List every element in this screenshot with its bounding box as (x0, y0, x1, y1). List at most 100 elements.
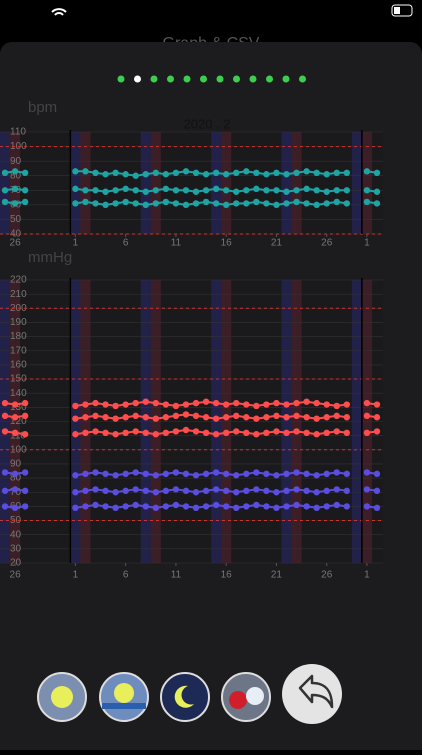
back-button[interactable] (282, 664, 342, 724)
data-point (21, 431, 29, 438)
sunrise-button[interactable] (99, 672, 149, 722)
data-point (92, 428, 99, 435)
data-point (253, 486, 260, 493)
data-point (112, 187, 119, 194)
data-point (172, 169, 180, 176)
data-point (243, 429, 250, 437)
data-point (182, 426, 190, 434)
data-point (1, 503, 9, 510)
data-point (313, 187, 320, 194)
data-point (222, 470, 230, 478)
data-point (263, 187, 270, 194)
page-dot[interactable] (299, 75, 306, 83)
data-point (82, 470, 89, 478)
page-dot[interactable] (200, 75, 207, 83)
page-dot[interactable] (266, 75, 273, 83)
data-point (293, 169, 300, 176)
y-axis-label: mmHg (28, 249, 72, 266)
data-point (202, 470, 210, 478)
y-tick-label: 190 (10, 317, 27, 328)
data-point (283, 414, 290, 421)
data-point (363, 168, 371, 175)
data-point (152, 431, 160, 438)
page-dot[interactable] (117, 75, 125, 83)
data-point (162, 470, 170, 478)
data-point (273, 412, 280, 420)
data-point (92, 169, 99, 176)
data-point (92, 399, 99, 407)
pill-icon (246, 687, 264, 705)
data-point (122, 429, 129, 437)
data-point (162, 401, 170, 408)
chart-title: 2020 . 2 (184, 116, 231, 131)
data-point (112, 472, 119, 479)
weekend-band (10, 132, 21, 234)
data-point (122, 414, 129, 421)
y-tick-label: 50 (10, 214, 22, 225)
night-button[interactable] (160, 672, 210, 722)
data-point (182, 503, 190, 510)
data-point (202, 398, 210, 405)
pills-button[interactable] (221, 672, 271, 722)
data-point (303, 200, 310, 207)
data-point (11, 185, 19, 193)
data-point (253, 169, 260, 176)
data-point (82, 168, 89, 175)
y-tick-label: 140 (10, 388, 27, 399)
data-point (82, 429, 89, 437)
data-point (323, 414, 330, 421)
data-point (102, 470, 109, 478)
data-point (233, 169, 240, 176)
page-dot[interactable] (167, 75, 174, 83)
data-point (253, 198, 260, 206)
page-indicator[interactable] (117, 75, 307, 83)
data-point (343, 470, 351, 478)
button-bg[interactable] (160, 672, 210, 722)
data-point (212, 200, 220, 207)
morning-button[interactable] (37, 672, 87, 722)
page-dot[interactable] (134, 75, 141, 83)
data-point (92, 501, 99, 509)
data-point (293, 486, 300, 493)
data-point (192, 504, 200, 512)
page-dot[interactable] (249, 75, 257, 83)
data-point (142, 503, 149, 510)
data-point (72, 415, 79, 422)
y-tick-label: 220 (10, 275, 27, 286)
data-point (283, 487, 290, 495)
x-tick-label: 21 (271, 570, 283, 581)
data-point (222, 503, 230, 510)
data-point (21, 412, 29, 420)
data-point (253, 185, 260, 193)
data-point (162, 429, 170, 437)
data-point (243, 401, 250, 408)
data-point (152, 415, 160, 422)
data-point (72, 402, 79, 410)
data-point (72, 168, 79, 175)
data-point (273, 504, 280, 512)
data-point (212, 185, 220, 193)
page-dot[interactable] (216, 75, 224, 83)
data-point (212, 169, 220, 176)
data-point (152, 472, 160, 479)
data-point (293, 187, 300, 194)
data-point (122, 185, 129, 193)
data-point (21, 169, 29, 176)
page-dot[interactable] (150, 75, 158, 83)
data-point (212, 501, 220, 509)
data-point (82, 414, 89, 421)
weekend-band (351, 132, 362, 234)
data-point (132, 469, 139, 476)
page-dot[interactable] (282, 75, 290, 83)
data-point (21, 399, 29, 407)
data-point (253, 501, 260, 509)
y-tick-label: 40 (10, 529, 22, 540)
data-point (243, 470, 250, 478)
data-point (162, 185, 170, 193)
data-point (222, 201, 230, 209)
data-point (172, 428, 180, 435)
page-dot[interactable] (233, 75, 240, 83)
data-point (283, 188, 290, 195)
page-dot[interactable] (183, 75, 191, 83)
weekend-band (140, 132, 151, 234)
